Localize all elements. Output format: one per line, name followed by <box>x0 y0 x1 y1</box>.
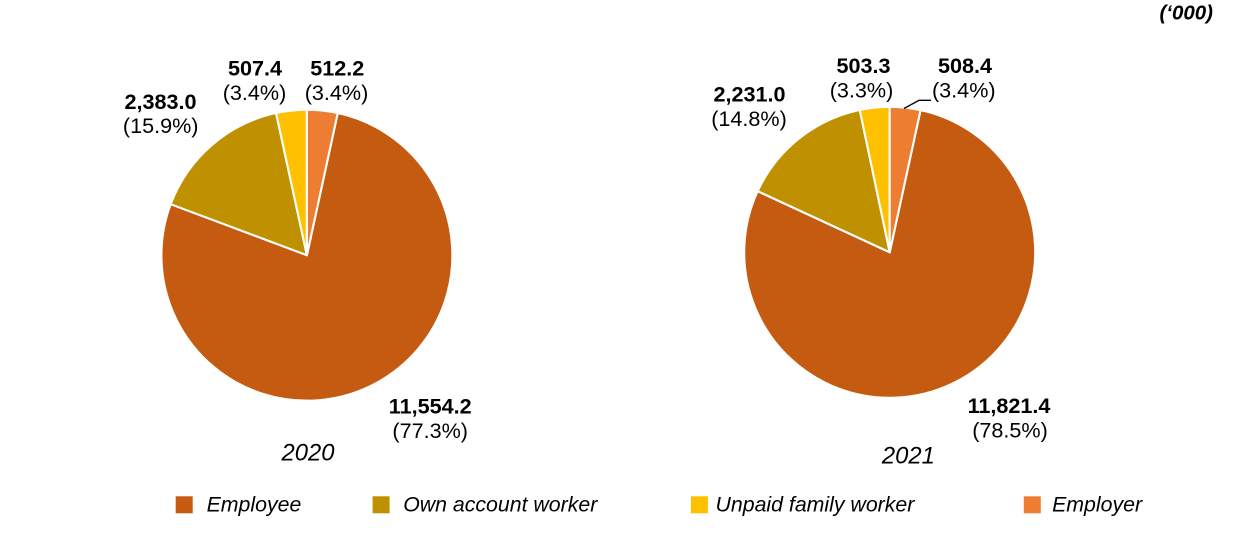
svg-text:(3.4%): (3.4%) <box>305 80 369 105</box>
svg-text:2021: 2021 <box>881 443 935 470</box>
svg-text:(3.4%): (3.4%) <box>223 80 287 105</box>
svg-text:(‘000): (‘000) <box>1159 2 1213 25</box>
svg-text:Employer: Employer <box>1052 493 1143 517</box>
svg-text:512.2: 512.2 <box>310 56 364 81</box>
svg-text:(3.3%): (3.3%) <box>830 78 894 103</box>
svg-text:2020: 2020 <box>281 440 336 467</box>
svg-text:11,554.2: 11,554.2 <box>389 394 472 419</box>
svg-text:(77.3%): (77.3%) <box>392 418 468 443</box>
svg-text:Unpaid family worker: Unpaid family worker <box>716 493 916 517</box>
svg-text:508.4: 508.4 <box>938 53 992 78</box>
svg-text:(3.4%): (3.4%) <box>932 78 996 103</box>
svg-text:11,821.4: 11,821.4 <box>968 393 1051 418</box>
svg-text:(78.5%): (78.5%) <box>972 417 1048 442</box>
svg-text:Own account worker: Own account worker <box>403 493 598 517</box>
svg-text:2,383.0: 2,383.0 <box>124 89 196 114</box>
svg-text:(14.8%): (14.8%) <box>711 106 787 131</box>
svg-text:(15.9%): (15.9%) <box>123 113 199 138</box>
svg-text:503.3: 503.3 <box>836 53 890 78</box>
svg-text:2,231.0: 2,231.0 <box>713 81 785 106</box>
svg-text:507.4: 507.4 <box>228 56 282 81</box>
svg-text:Employee: Employee <box>207 493 302 517</box>
